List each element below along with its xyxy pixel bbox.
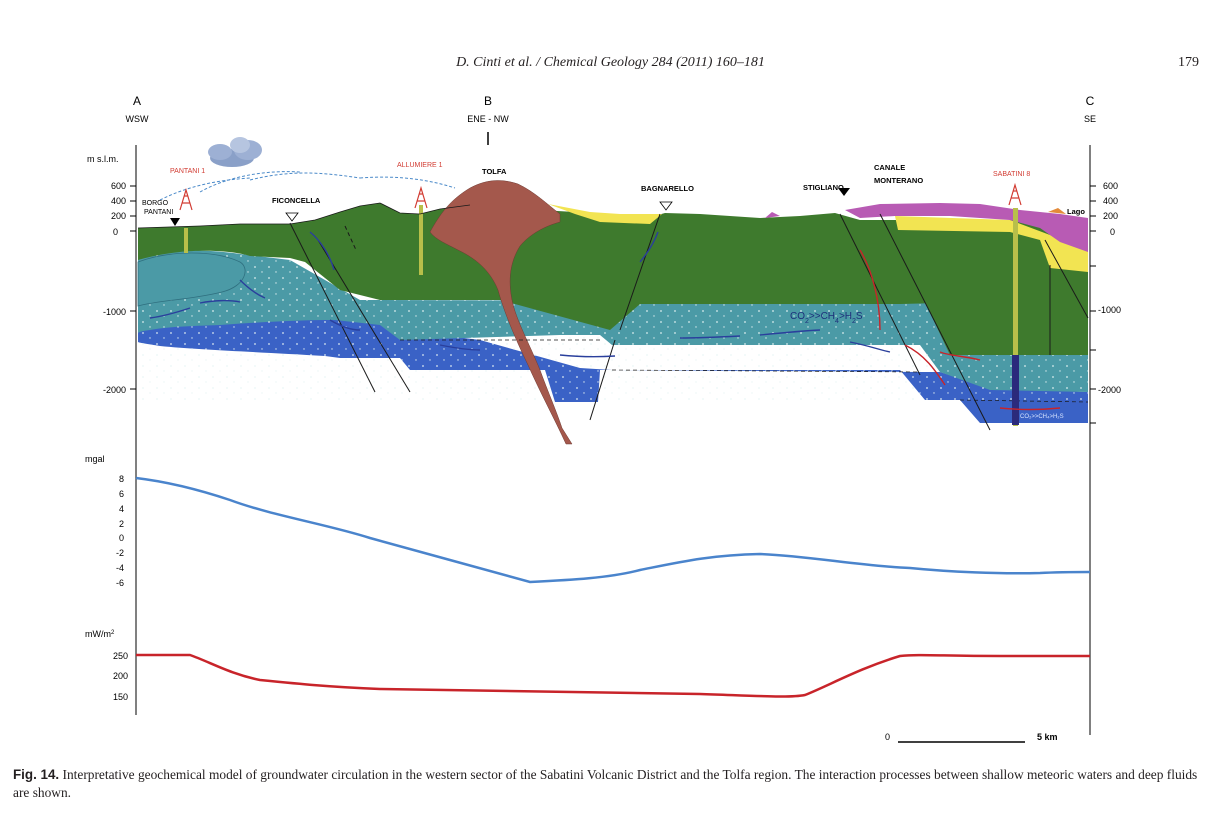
gravity-tick: 0	[119, 533, 124, 543]
elevation-axis-right: 600 400 200 0 -1000 -2000	[1089, 145, 1121, 735]
purple-volcanic-layer	[845, 203, 1088, 252]
gravity-curve	[135, 476, 1091, 584]
section-b-direction: ENE - NW	[467, 114, 509, 124]
elevation-tick: 600	[1103, 181, 1118, 191]
cross-section-figure: A WSW B ENE - NW C SE	[85, 94, 1121, 743]
elevation-tick: 400	[111, 196, 126, 206]
elevation-tick: 0	[1110, 227, 1115, 237]
locality-canale-monterano: CANALE MONTERANO	[874, 163, 923, 185]
heat-flow-profile: mW/m2 250 200 150	[85, 629, 1090, 702]
elevation-tick: -2000	[1098, 385, 1121, 395]
groundwater-arrows	[149, 231, 891, 358]
locality-pantani-1: PANTANI 1	[170, 168, 205, 175]
gravity-tick: 6	[119, 489, 124, 499]
gravity-tick: 8	[119, 474, 124, 484]
heat-flow-curve	[136, 653, 1090, 698]
heat-flow-tick: 250	[113, 651, 128, 661]
well-icon-allumiere-1	[414, 185, 428, 209]
gravity-tick: -2	[116, 548, 124, 558]
wells	[184, 205, 1019, 426]
section-c-letter: C	[1086, 94, 1095, 108]
spring-marker-borgo-pantani	[170, 218, 180, 226]
heat-flow-tick: 200	[113, 671, 128, 681]
scale-bar-start: 0	[885, 732, 890, 742]
heat-flow-tick: 150	[113, 692, 128, 702]
page-number: 179	[1178, 55, 1199, 70]
section-b-letter: B	[484, 94, 492, 108]
page-header: D. Cinti et al. / Chemical Geology 284 (…	[0, 55, 1221, 75]
locality-stigliano: STIGLIANO	[803, 183, 844, 192]
figure-caption: Fig. 14. Interpretative geochemical mode…	[13, 766, 1208, 802]
gas-composition-label-small: CO₂>>CH₄>H₂S	[1020, 414, 1064, 420]
well-icon-sabatini-8	[1008, 182, 1022, 206]
spring-marker-ficoncella	[285, 212, 299, 222]
section-c-direction: SE	[1084, 114, 1096, 124]
locality-sabatini-8: SABATINI 8	[993, 171, 1030, 178]
elevation-tick: 600	[111, 181, 126, 191]
elevation-tick: -1000	[103, 307, 126, 317]
locality-tolfa: TOLFA	[482, 167, 507, 176]
spring-marker-bagnarello	[659, 201, 673, 211]
spring-marker-stigliano	[838, 188, 850, 196]
elevation-tick: -1000	[1098, 305, 1121, 315]
yellow-volcanic-layer	[895, 216, 1088, 272]
tolfa-dome	[429, 180, 573, 445]
running-head: D. Cinti et al. / Chemical Geology 284 (…	[456, 55, 765, 70]
section-labels: A WSW B ENE - NW C SE	[126, 94, 1096, 145]
caption-label: Fig. 14.	[13, 767, 60, 782]
gravity-unit: mgal	[85, 454, 105, 464]
elevation-tick: 400	[1103, 196, 1118, 206]
gravity-tick: 4	[119, 504, 124, 514]
locality-ficoncella: FICONCELLA	[272, 196, 321, 205]
cloud-icon	[208, 137, 262, 167]
elevation-tick: 0	[113, 227, 118, 237]
caption-text: Interpretative geochemical model of grou…	[13, 767, 1198, 800]
geologic-section	[137, 137, 1089, 445]
green-right-block	[890, 220, 1088, 355]
deep-fluid-arrows	[859, 249, 1061, 411]
teal-lens	[137, 252, 246, 307]
gravity-profile: mgal 8 6 4 2 0 -2 -4 -6	[85, 454, 1091, 588]
elevation-axis-left: m s.l.m. 600 400 200 0 -1000 -2000	[87, 145, 137, 715]
well-icon-pantani-1	[179, 187, 193, 211]
locality-lago: Lago	[1067, 207, 1085, 216]
gravity-tick: -4	[116, 563, 124, 573]
gravity-tick: -6	[116, 578, 124, 588]
gas-composition-label: CO2>>CH4>H2S	[790, 311, 863, 325]
scale-bar: 0 5 km	[885, 732, 1058, 743]
elevation-tick: 200	[111, 211, 126, 221]
elevation-tick: 200	[1103, 211, 1118, 221]
fault-lines	[289, 213, 1089, 431]
meteoric-water-arrows	[159, 171, 456, 201]
elevation-unit: m s.l.m.	[87, 154, 119, 164]
locality-markers: BORGO PANTANI PANTANI 1 FICONCELLA ALLUMI…	[142, 162, 1085, 226]
locality-allumiere-1: ALLUMIERE 1	[397, 162, 443, 169]
heat-flow-unit: mW/m2	[85, 629, 115, 639]
locality-borgo-pantani: BORGO PANTANI	[142, 200, 173, 216]
scale-bar-end: 5 km	[1037, 732, 1058, 742]
elevation-tick: -2000	[103, 385, 126, 395]
section-a-direction: WSW	[126, 114, 149, 124]
section-a-letter: A	[133, 94, 141, 108]
locality-bagnarello: BAGNARELLO	[641, 184, 694, 193]
gravity-tick: 2	[119, 519, 124, 529]
